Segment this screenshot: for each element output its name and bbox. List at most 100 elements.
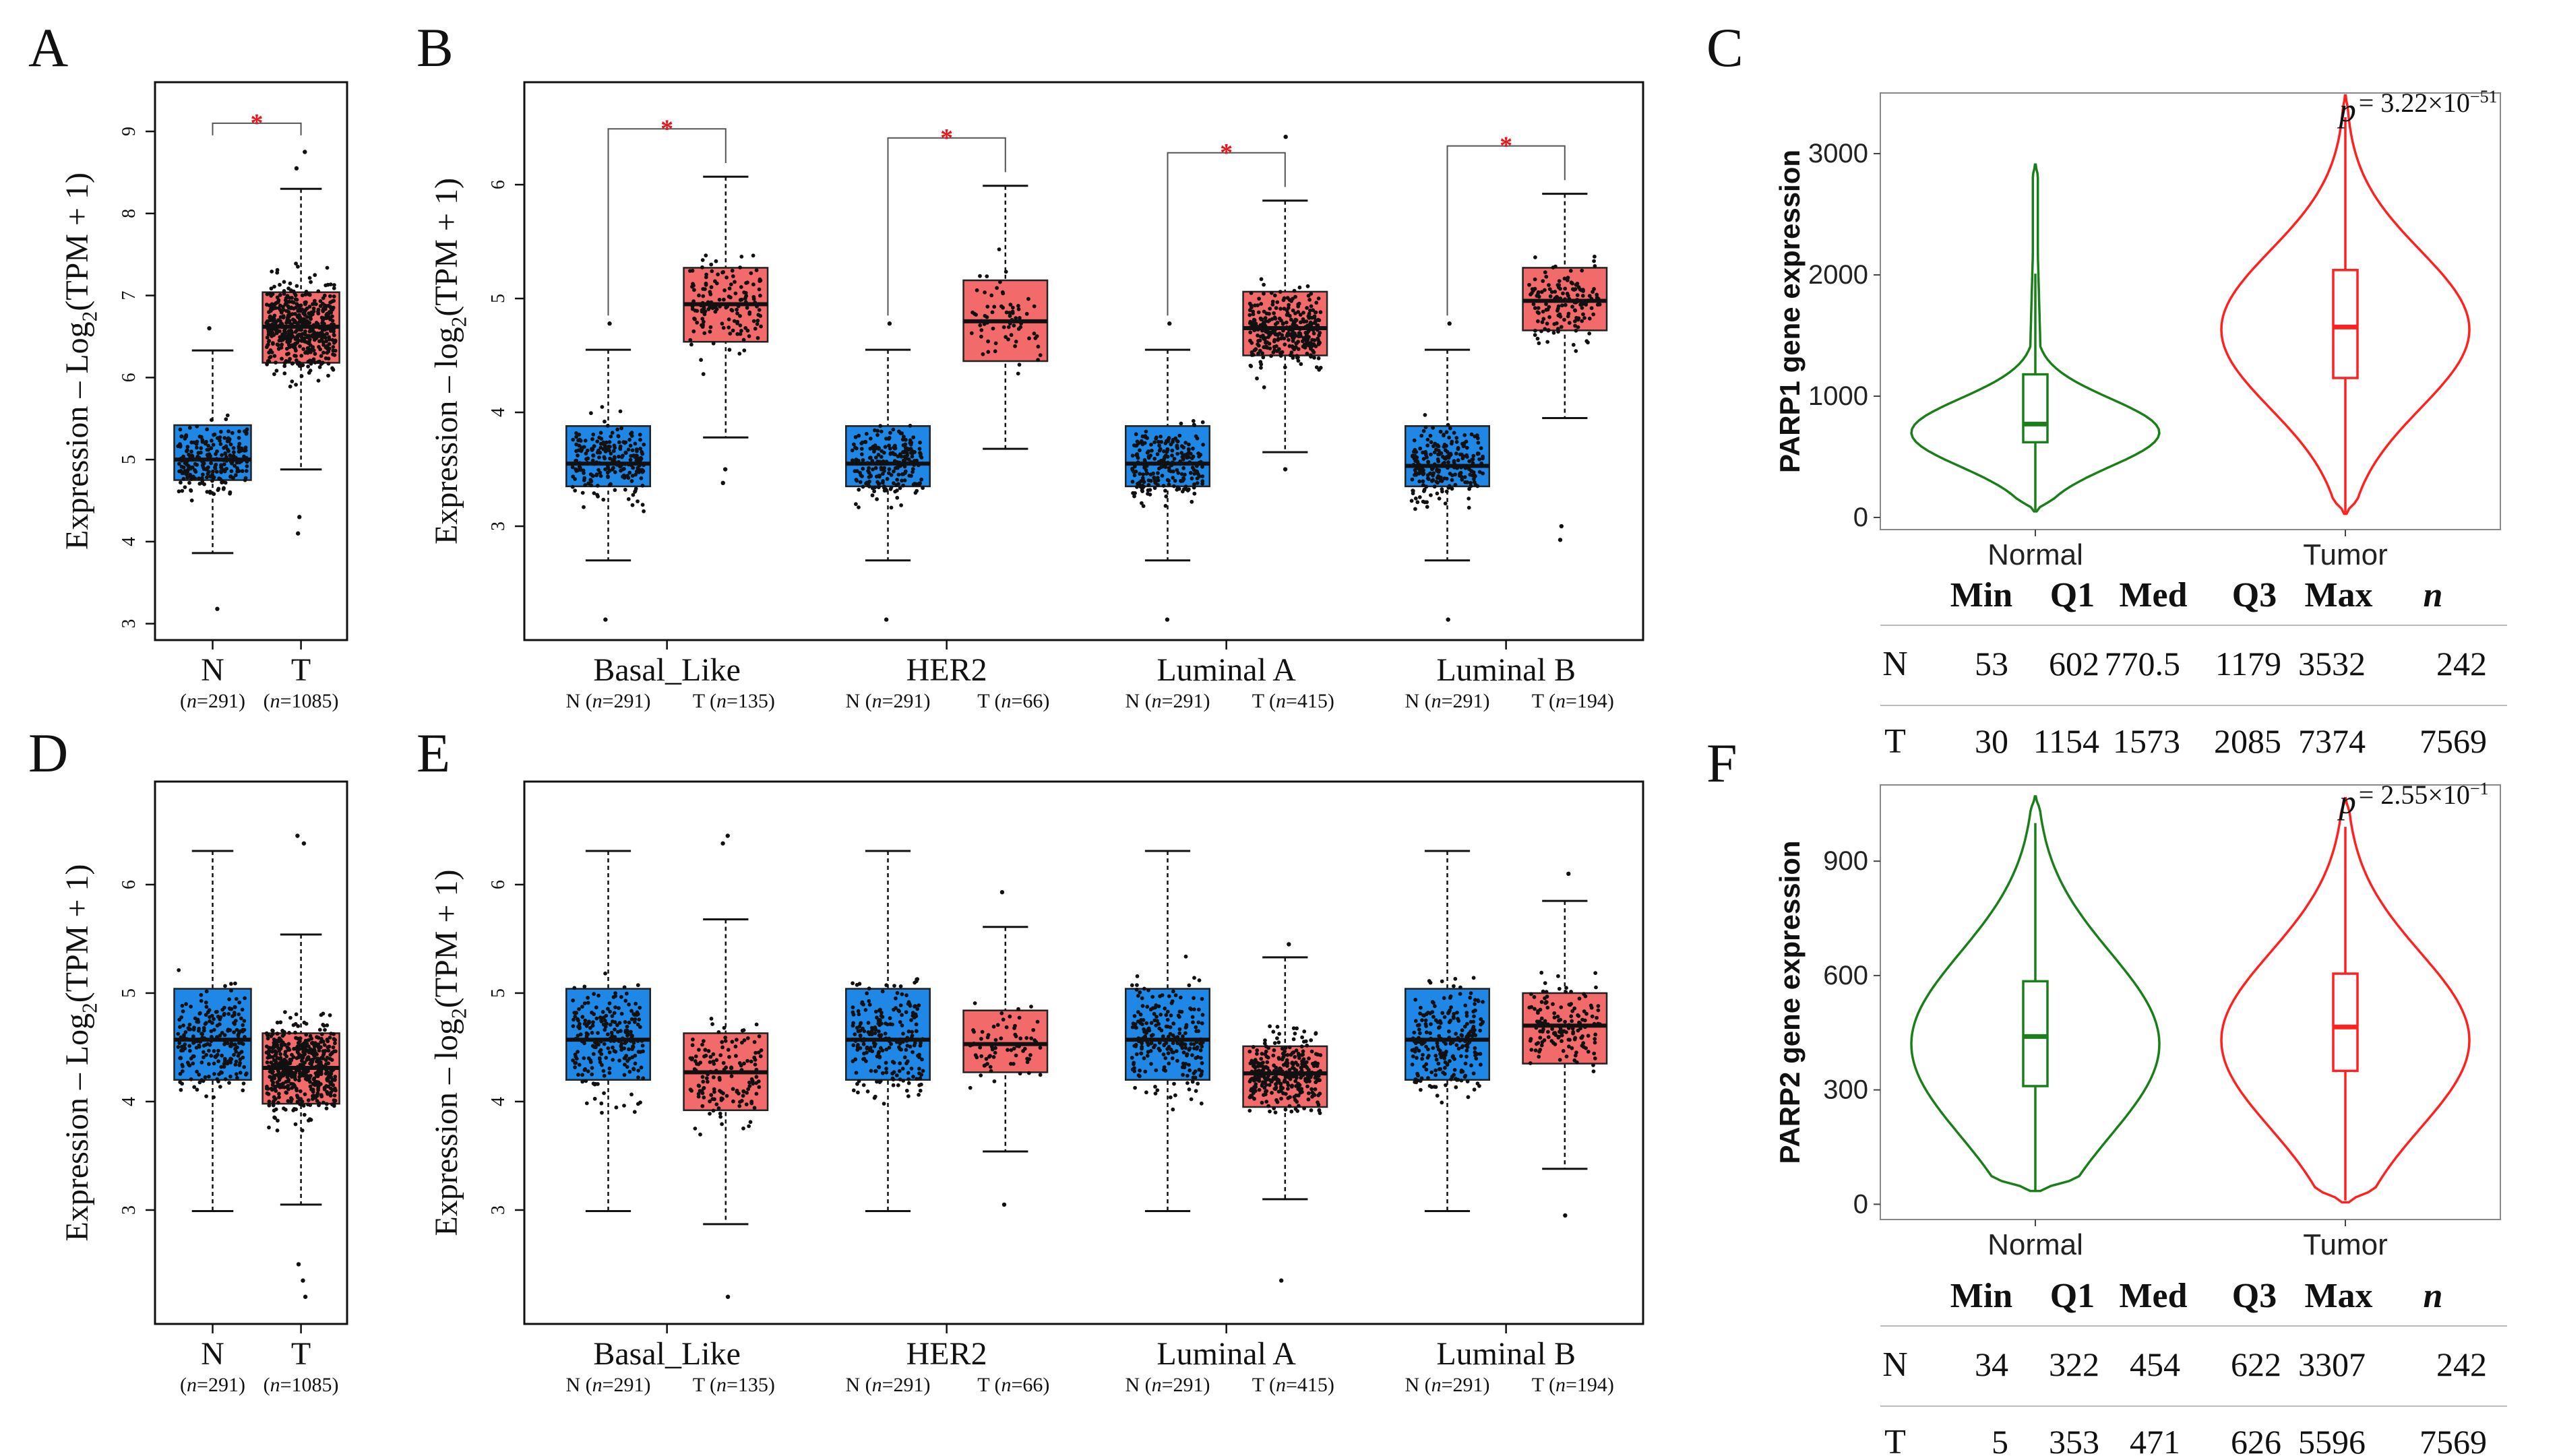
sample-size-part: T ( <box>1532 690 1555 712</box>
data-point <box>237 429 241 434</box>
data-point <box>303 340 307 344</box>
data-point <box>1171 476 1175 480</box>
stats-cell: 602 <box>2049 645 2099 683</box>
data-point <box>1453 472 1458 477</box>
data-point <box>880 449 884 453</box>
data-point <box>197 435 202 439</box>
data-point <box>1463 1003 1468 1008</box>
data-point <box>629 432 633 436</box>
data-point <box>722 288 727 292</box>
data-point <box>1254 321 1258 326</box>
data-point <box>226 429 230 434</box>
data-point <box>880 1011 884 1015</box>
data-point <box>1134 453 1139 457</box>
data-point <box>611 449 616 453</box>
sample-size-n: n <box>872 690 882 712</box>
data-point <box>1313 1075 1318 1080</box>
data-point <box>1152 1018 1157 1023</box>
data-point <box>1028 1053 1032 1057</box>
data-point <box>982 322 987 326</box>
data-point <box>307 292 312 297</box>
data-point <box>619 463 623 468</box>
data-point <box>1008 314 1012 318</box>
data-point <box>895 495 900 500</box>
data-point <box>693 1068 698 1073</box>
data-point <box>197 1073 202 1077</box>
data-point <box>211 443 216 447</box>
data-point <box>332 286 336 290</box>
data-point <box>757 1085 762 1089</box>
data-point <box>1274 306 1278 311</box>
data-point <box>1314 1031 1318 1036</box>
data-point <box>758 279 762 283</box>
data-point <box>1300 339 1305 344</box>
data-point <box>590 1066 594 1070</box>
data-point <box>1177 1031 1182 1036</box>
data-point <box>199 446 204 450</box>
data-point <box>1272 311 1276 315</box>
data-point <box>304 1021 309 1026</box>
data-point <box>1466 1095 1471 1100</box>
data-point <box>321 350 326 355</box>
stats-header: Med <box>2119 576 2187 614</box>
data-point <box>597 1050 602 1054</box>
outlier-point <box>1447 321 1452 326</box>
data-point <box>1543 327 1547 331</box>
data-point <box>884 460 889 464</box>
data-point <box>193 462 197 466</box>
data-point <box>700 1042 704 1047</box>
data-point <box>1586 1050 1591 1054</box>
data-point <box>275 1032 280 1036</box>
data-point <box>1459 1078 1464 1083</box>
data-point <box>1179 421 1183 426</box>
data-point <box>1185 1073 1190 1078</box>
data-point <box>702 331 707 336</box>
data-point <box>317 1103 321 1108</box>
data-point <box>1256 342 1260 346</box>
data-point <box>865 1089 870 1094</box>
data-point <box>1032 331 1037 336</box>
data-point <box>913 1041 917 1045</box>
data-point <box>1576 316 1581 321</box>
data-point <box>867 1048 872 1052</box>
data-point <box>288 1015 292 1020</box>
data-point <box>1200 420 1205 424</box>
data-point <box>1471 976 1476 980</box>
outlier-point <box>607 321 612 326</box>
data-point <box>1563 303 1568 307</box>
data-point <box>1251 309 1256 314</box>
data-point <box>218 1034 222 1038</box>
data-point <box>204 1013 208 1017</box>
data-point <box>194 1046 199 1050</box>
data-point <box>294 305 298 310</box>
data-point <box>572 986 577 990</box>
y-tick-label: 6 <box>488 880 509 889</box>
data-point <box>863 439 868 444</box>
data-point <box>624 991 629 996</box>
data-point <box>1444 443 1448 448</box>
data-point <box>1285 313 1289 317</box>
data-point <box>855 1081 859 1086</box>
data-point <box>1149 1021 1154 1025</box>
data-point <box>1448 996 1452 1000</box>
data-point <box>688 338 693 342</box>
data-point <box>283 1108 288 1112</box>
data-point <box>1580 319 1584 323</box>
data-point <box>325 265 330 270</box>
data-point <box>1264 1089 1268 1094</box>
data-point <box>711 341 716 346</box>
data-point <box>332 1032 336 1036</box>
data-point <box>584 1034 589 1038</box>
data-point <box>208 1015 212 1019</box>
data-point <box>1153 1091 1158 1096</box>
data-point <box>696 1062 701 1067</box>
data-point <box>851 1023 855 1028</box>
data-point <box>689 342 693 347</box>
data-point <box>625 1024 629 1029</box>
data-point <box>276 346 281 351</box>
data-point <box>212 492 216 497</box>
data-point <box>1199 1101 1204 1106</box>
data-point <box>731 274 735 278</box>
sample-size-label: (n=1085) <box>264 690 339 712</box>
data-point <box>886 437 891 441</box>
